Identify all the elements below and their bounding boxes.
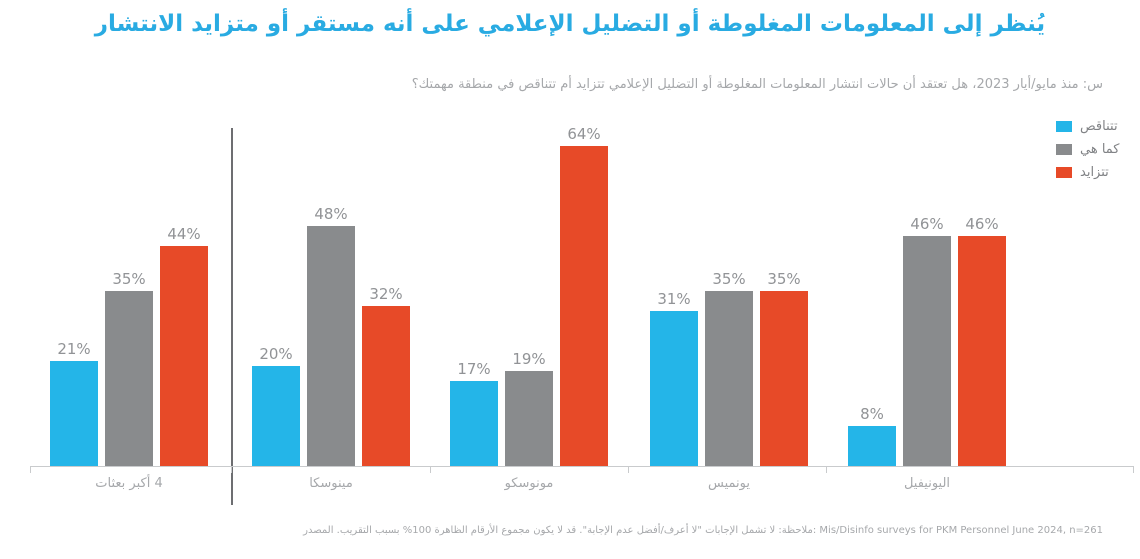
bar-decreasing	[50, 361, 98, 466]
bar-slot-decreasing: 8%	[848, 405, 896, 466]
category-label-2: مونوسكو	[504, 476, 554, 491]
bar-value-label: 64%	[567, 125, 601, 143]
bar-unchanged	[903, 236, 951, 466]
bar-slot-unchanged: 35%	[105, 270, 153, 466]
bar-value-label: 21%	[57, 340, 91, 358]
legend-swatch-increasing-icon	[1056, 166, 1072, 178]
page-title: يُنظر إلى المعلومات المغلوطة أو التضليل …	[94, 11, 1046, 37]
axis-tick	[430, 466, 431, 473]
bar-group-3: 31% 35% 35%	[650, 270, 808, 466]
bar-increasing	[958, 236, 1006, 466]
bar-increasing	[760, 291, 808, 466]
bar-decreasing	[848, 426, 896, 466]
bar-slot-decreasing: 31%	[650, 290, 698, 466]
bar-group-1: 20% 48% 32%	[252, 205, 410, 466]
survey-question: س: منذ مايو/أيار 2023، هل تعتقد أن حالات…	[411, 77, 1103, 92]
bar-value-label: 19%	[512, 350, 546, 368]
bar-slot-increasing: 35%	[760, 270, 808, 466]
bar-value-label: 44%	[167, 225, 201, 243]
legend-label: كما هي	[1080, 141, 1120, 157]
bar-decreasing	[252, 366, 300, 466]
bar-value-label: 32%	[369, 285, 403, 303]
bar-group-0: 21% 35% 44%	[50, 225, 208, 466]
legend-label: تتناقص	[1080, 118, 1118, 134]
bar-slot-decreasing: 21%	[50, 340, 98, 466]
axis-tick	[30, 466, 31, 473]
category-label-0: 4 أكبر بعثات	[95, 476, 163, 491]
bar-value-label: 48%	[314, 205, 348, 223]
bar-increasing	[560, 146, 608, 466]
bar-decreasing	[450, 381, 498, 466]
bar-slot-unchanged: 46%	[903, 215, 951, 466]
bar-increasing	[362, 306, 410, 466]
bar-slot-decreasing: 17%	[450, 360, 498, 466]
bar-unchanged	[705, 291, 753, 466]
bar-group-4: 8% 46% 46%	[848, 215, 1006, 466]
bar-increasing	[160, 246, 208, 466]
bar-decreasing	[650, 311, 698, 466]
bar-value-label: 8%	[860, 405, 884, 423]
bar-slot-increasing: 44%	[160, 225, 208, 466]
bar-value-label: 20%	[259, 345, 293, 363]
bar-slot-increasing: 46%	[958, 215, 1006, 466]
bar-value-label: 46%	[910, 215, 944, 233]
legend-item-unchanged: كما هي	[1056, 141, 1120, 157]
bar-group-2: 17% 19% 64%	[450, 125, 608, 466]
category-label-4: اليونيفيل	[903, 476, 951, 491]
bar-value-label: 35%	[767, 270, 801, 288]
bar-value-label: 17%	[457, 360, 491, 378]
bar-unchanged	[307, 226, 355, 466]
category-label-1: مينوسكا	[309, 476, 353, 491]
bar-slot-unchanged: 35%	[705, 270, 753, 466]
x-axis-line	[30, 466, 1133, 467]
legend-swatch-decreasing-icon	[1056, 120, 1072, 132]
category-label-3: يونميس	[708, 476, 750, 491]
bar-unchanged	[505, 371, 553, 466]
legend-item-increasing: تتزايد	[1056, 164, 1120, 180]
bar-value-label: 31%	[657, 290, 691, 308]
bar-value-label: 46%	[965, 215, 999, 233]
bar-value-label: 35%	[112, 270, 146, 288]
legend-swatch-unchanged-icon	[1056, 143, 1072, 155]
bar-value-label: 35%	[712, 270, 746, 288]
axis-tick	[1133, 466, 1134, 473]
bar-slot-unchanged: 48%	[307, 205, 355, 466]
legend: تتناقص كما هي تتزايد	[1056, 118, 1120, 180]
axis-tick	[231, 466, 232, 473]
footer-note: ملاحظة: لا تشمل الإجابات "لا أعرف/أفضل ع…	[303, 525, 1103, 536]
divider-line	[231, 128, 233, 505]
axis-tick	[826, 466, 827, 473]
bar-slot-decreasing: 20%	[252, 345, 300, 466]
bar-slot-increasing: 64%	[560, 125, 608, 466]
bar-unchanged	[105, 291, 153, 466]
bar-slot-increasing: 32%	[362, 285, 410, 466]
bar-slot-unchanged: 19%	[505, 350, 553, 466]
legend-label: تتزايد	[1080, 164, 1109, 180]
axis-tick	[628, 466, 629, 473]
legend-item-decreasing: تتناقص	[1056, 118, 1120, 134]
